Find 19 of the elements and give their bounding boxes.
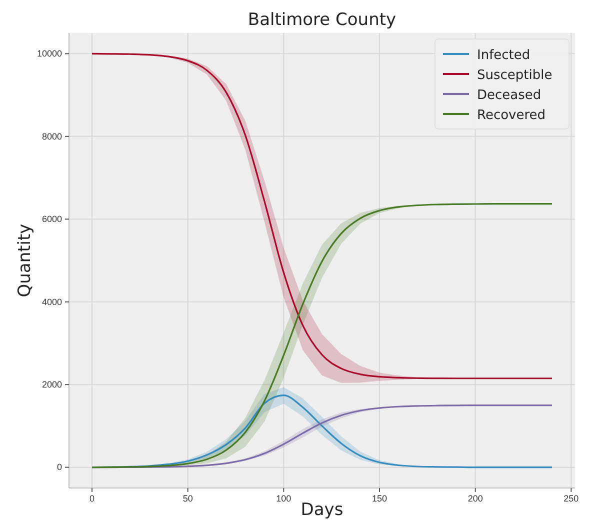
y-tick-label: 10000 bbox=[36, 48, 62, 59]
x-tick-label: 0 bbox=[89, 493, 95, 504]
x-tick-label: 200 bbox=[468, 493, 483, 504]
y-tick-label: 2000 bbox=[42, 379, 62, 390]
y-tick-label: 8000 bbox=[42, 131, 62, 142]
y-tick-label: 0 bbox=[56, 462, 62, 472]
legend-label: Infected bbox=[477, 48, 530, 63]
x-tick-label: 100 bbox=[276, 493, 292, 504]
x-axis-title: Days bbox=[300, 500, 344, 520]
legend-label: Recovered bbox=[477, 108, 546, 123]
x-tick-label: 150 bbox=[372, 493, 388, 504]
x-tick-label: 50 bbox=[182, 493, 193, 504]
x-tick-label: 250 bbox=[564, 493, 579, 504]
legend-label: Deceased bbox=[477, 88, 542, 103]
y-tick-label: 6000 bbox=[42, 214, 62, 224]
legend-label: Susceptible bbox=[477, 68, 552, 83]
y-axis-title: Quantity bbox=[15, 224, 35, 298]
y-tick-label: 4000 bbox=[42, 296, 62, 307]
chart-title: Baltimore County bbox=[248, 10, 396, 30]
